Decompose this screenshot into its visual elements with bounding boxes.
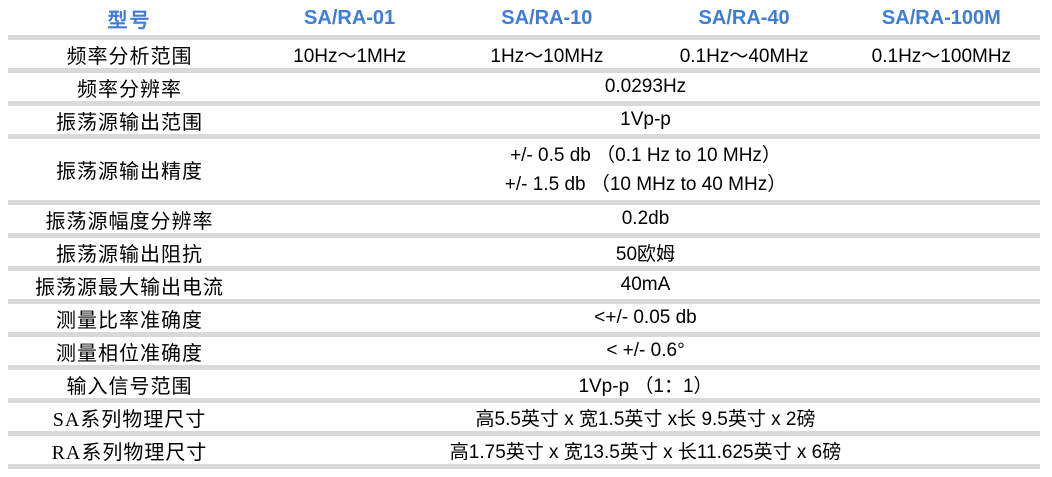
table-row-ra-series-physical-size: RA系列物理尺寸 高1.75英寸 x 宽13.5英寸 x 长11.625英寸 x… [8,436,1040,469]
table-row-frequency-analysis-range: 频率分析范围 10Hz～1MHz 1Hz～10MHz 0.1Hz～40MHz 0… [8,40,1040,73]
row-label: 振荡源最大输出电流 [35,276,224,299]
row-label: 测量相位准确度 [56,342,203,365]
spec-value-merged: < +/- 0.6° [606,340,685,361]
spec-value-merged: 高1.75英寸 x 宽13.5英寸 x 长11.625英寸 x 6磅 [449,441,842,463]
header-model-sa-ra-01: SA/RA-01 [304,7,396,29]
row-label: 振荡源输出阻抗 [56,243,203,266]
row-label: 振荡源输出精度 [56,161,203,183]
spec-value-merged: 0.2db [621,208,670,229]
header-model-sa-ra-40: SA/RA-40 [698,7,790,29]
table-row-oscillator-amplitude-resolution: 振荡源幅度分辨率 0.2db [8,205,1040,238]
spec-value-merged: 1Vp-p （1：1） [578,375,713,397]
header-model-label: 型号 [107,10,152,32]
spec-value-merged: 0.0293Hz [604,76,687,97]
row-label: 频率分辨率 [77,78,182,101]
header-model-sa-ra-10: SA/RA-10 [501,7,593,29]
row-label: 测量比率准确度 [56,309,203,332]
spec-value: 10Hz～1MHz [293,45,407,67]
table-row-oscillator-output-accuracy: 振荡源输出精度 +/- 0.5 db （0.1 Hz to 10 MHz） +/… [8,139,1040,205]
spec-value-merged: 40mA [620,274,671,295]
spec-value-merged: <+/- 0.05 db [594,307,697,328]
spec-value: 0.1Hz～40MHz [679,45,809,67]
spec-value: 0.1Hz～100MHz [871,45,1012,67]
spec-value-merged: 高5.5英寸 x 宽1.5英寸 x长 9.5英寸 x 2磅 [475,408,816,430]
row-label: 频率分析范围 [66,45,193,68]
spec-value: 1Hz～10MHz [490,45,604,67]
spec-value-merged: +/- 0.5 db （0.1 Hz to 10 MHz） +/- 1.5 db… [251,141,1040,199]
row-label: 振荡源输出范围 [56,111,203,134]
table-row-measurement-ratio-accuracy: 测量比率准确度 <+/- 0.05 db [8,304,1040,337]
table-row-frequency-resolution: 频率分辨率 0.0293Hz [8,73,1040,106]
table-row-oscillator-output-range: 振荡源输出范围 1Vp-p [8,106,1040,139]
spec-value-merged: 50欧姆 [615,243,676,265]
row-label: 输入信号范围 [66,375,193,398]
row-label: 振荡源幅度分辨率 [45,210,214,233]
table-row-sa-series-physical-size: SA系列物理尺寸 高5.5英寸 x 宽1.5英寸 x长 9.5英寸 x 2磅 [8,403,1040,436]
row-label: RA系列物理尺寸 [51,441,208,464]
spec-value-line: +/- 0.5 db （0.1 Hz to 10 MHz） [510,144,781,166]
spec-value-line: +/- 1.5 db （10 MHz to 40 MHz） [504,173,787,195]
table-row-input-signal-range: 输入信号范围 1Vp-p （1：1） [8,370,1040,403]
table-row-oscillator-output-impedance: 振荡源输出阻抗 50欧姆 [8,238,1040,271]
row-label: SA系列物理尺寸 [52,408,207,431]
header-model-sa-ra-100m: SA/RA-100M [881,7,1001,29]
table-header-row: 型号 SA/RA-01 SA/RA-10 SA/RA-40 SA/RA-100M [8,2,1040,40]
spec-value-merged: 1Vp-p [620,109,671,130]
table-row-measurement-phase-accuracy: 测量相位准确度 < +/- 0.6° [8,337,1040,370]
table-row-oscillator-max-output-current: 振荡源最大输出电流 40mA [8,271,1040,304]
